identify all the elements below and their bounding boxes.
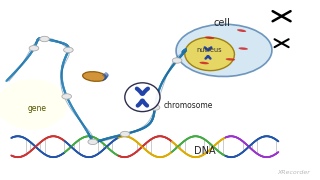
Ellipse shape <box>239 47 248 50</box>
Ellipse shape <box>0 79 67 130</box>
Circle shape <box>40 36 49 42</box>
Ellipse shape <box>125 83 160 112</box>
Circle shape <box>29 46 39 51</box>
Ellipse shape <box>185 37 235 71</box>
Circle shape <box>172 58 182 63</box>
Text: cell: cell <box>214 17 231 28</box>
Circle shape <box>62 94 71 99</box>
Circle shape <box>64 47 73 53</box>
Ellipse shape <box>226 58 235 61</box>
Text: gene: gene <box>27 104 46 113</box>
Ellipse shape <box>237 29 246 32</box>
Circle shape <box>120 131 130 137</box>
Circle shape <box>150 105 160 110</box>
Ellipse shape <box>199 62 209 64</box>
Ellipse shape <box>205 37 214 39</box>
Text: XRecorder: XRecorder <box>277 170 310 175</box>
Ellipse shape <box>83 72 106 81</box>
Text: nucleus: nucleus <box>197 47 222 53</box>
Circle shape <box>88 139 98 145</box>
Text: DNA: DNA <box>194 146 216 156</box>
Text: chromosome: chromosome <box>163 101 212 110</box>
Ellipse shape <box>176 24 272 76</box>
